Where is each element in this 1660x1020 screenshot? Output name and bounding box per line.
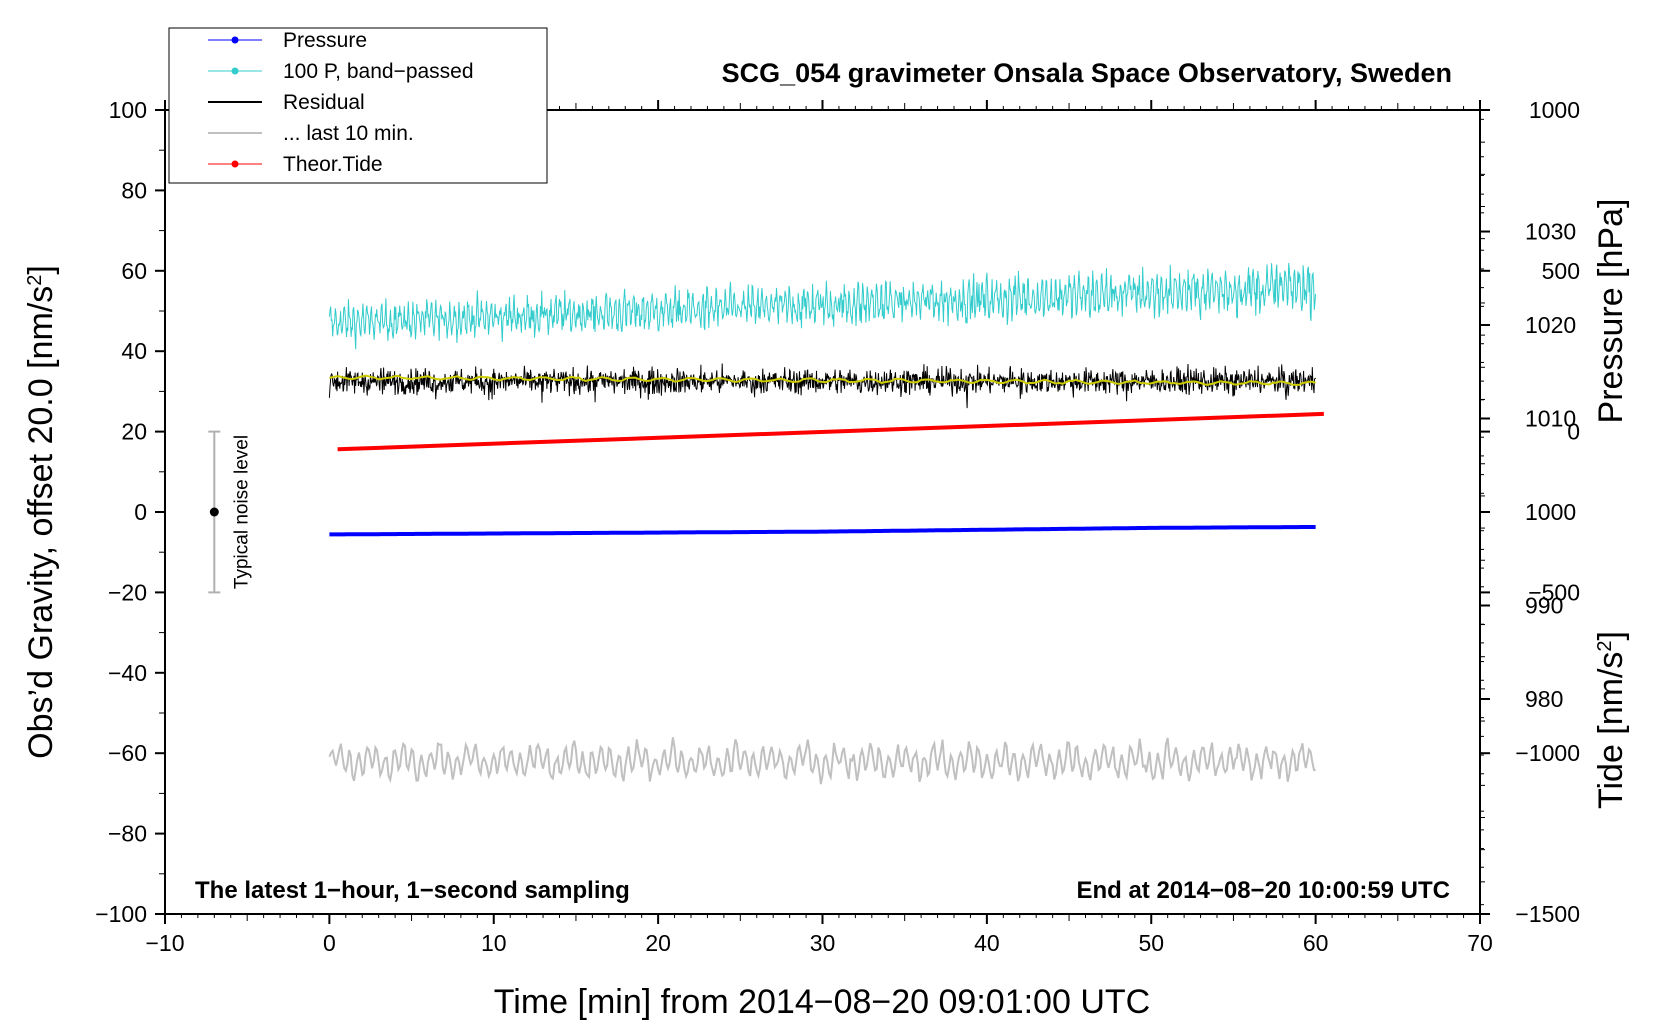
pressure-tick-label: 980 [1525,686,1563,712]
x-tick-label: 10 [481,930,507,956]
y-axis-tick-labels: 100 80 60 40 20 0 −20 −40 −60 −80 −100 [95,97,147,927]
chart-title: SCG_054 gravimeter Onsala Space Observat… [722,58,1452,88]
series-residual [328,363,1317,409]
tick-marks [155,100,1490,924]
legend-label-residual: Residual [283,91,365,114]
legend-marker-pressure [231,36,239,44]
pressure-tick-label: 990 [1525,592,1563,618]
y-tick-label: −80 [108,821,147,847]
y-tick-label: 40 [121,338,147,364]
noise-level-center-dot [209,507,219,517]
y-axis-label-exponent: 2 [24,275,46,286]
legend-label-last-10-min: ... last 10 min. [283,122,414,145]
x-tick-label: 70 [1467,930,1493,956]
tide-tick-label: −500 [1528,579,1580,605]
y-tick-label: −60 [108,740,147,766]
x-tick-label: 20 [645,930,671,956]
noise-level-indicator: Typical noise level [208,430,252,594]
tide-axis-label-close: ] [1592,631,1630,640]
x-tick-label: 0 [323,930,336,956]
series-last-10-min [328,737,1316,785]
x-axis-tick-labels: −10 0 10 20 30 40 50 60 70 [145,930,1492,956]
x-tick-label: 40 [974,930,1000,956]
y-tick-label: 60 [121,258,147,284]
data-series [328,262,1324,785]
tide-axis-tick-labels: 1000 500 0 −500 −1000 −1500 [1515,97,1580,927]
pressure-axis-label: Pressure [hPa] [1592,199,1630,424]
tide-tick-label: 500 [1542,258,1580,284]
y-axis-label-main: Obs’d Gravity, offset 20.0 [nm/s [22,286,60,759]
series-residual-smoothed [329,374,1316,386]
pressure-tick-label: 1030 [1525,219,1576,245]
legend-box [168,27,548,184]
series-band-passed-pressure [328,262,1317,350]
x-tick-label: −10 [145,930,184,956]
pressure-tick-label: 1020 [1525,312,1576,338]
pressure-axis-tick-labels: 1030 1020 1010 1000 990 980 [1525,219,1576,712]
legend: Pressure 100 P, band−passed Residual ... la… [168,27,548,184]
series-pressure [329,525,1316,537]
tide-axis-label-exponent: 2 [1594,640,1616,651]
tide-axis-label: Tide [nm/s2] [1592,631,1630,809]
tide-axis-label-main: Tide [nm/s [1592,652,1630,809]
tide-tick-label: 0 [1567,419,1580,445]
legend-label-theor-tide: Theor.Tide [283,153,383,176]
y-tick-label: −100 [95,901,147,927]
y-tick-label: 100 [109,97,147,123]
tide-tick-label: −1000 [1515,740,1580,766]
y-tick-label: −40 [108,660,147,686]
x-tick-label: 30 [810,930,836,956]
pressure-tick-label: 1000 [1525,499,1576,525]
plot-frame [164,109,1481,915]
x-tick-label: 60 [1303,930,1329,956]
pressure-tick-label: 1010 [1525,406,1576,432]
x-axis-label: Time [min] from 2014−08−20 09:01:00 UTC [494,983,1150,1020]
y-axis-label: Obs’d Gravity, offset 20.0 [nm/s2] [22,265,60,759]
y-tick-label: −20 [108,579,147,605]
note-end-time: End at 2014−08−20 10:00:59 UTC [1076,877,1450,904]
y-tick-label: 80 [121,177,147,203]
tide-tick-label: 1000 [1529,97,1580,123]
x-tick-label: 50 [1138,930,1164,956]
noise-level-label: Typical noise level [231,435,252,589]
y-tick-label: 20 [121,419,147,445]
legend-label-pressure: Pressure [283,29,367,52]
y-axis-label-close: ] [22,265,60,274]
tide-tick-label: −1500 [1515,901,1580,927]
legend-marker-100-p-band-passed [231,67,239,75]
series-theoretical-tide [337,411,1324,452]
y-tick-label: 0 [134,499,147,525]
note-sampling: The latest 1−hour, 1−second sampling [195,877,630,904]
legend-label-100-p-band-passed: 100 P, band−passed [283,60,474,83]
legend-marker-theor-tide [231,160,239,168]
